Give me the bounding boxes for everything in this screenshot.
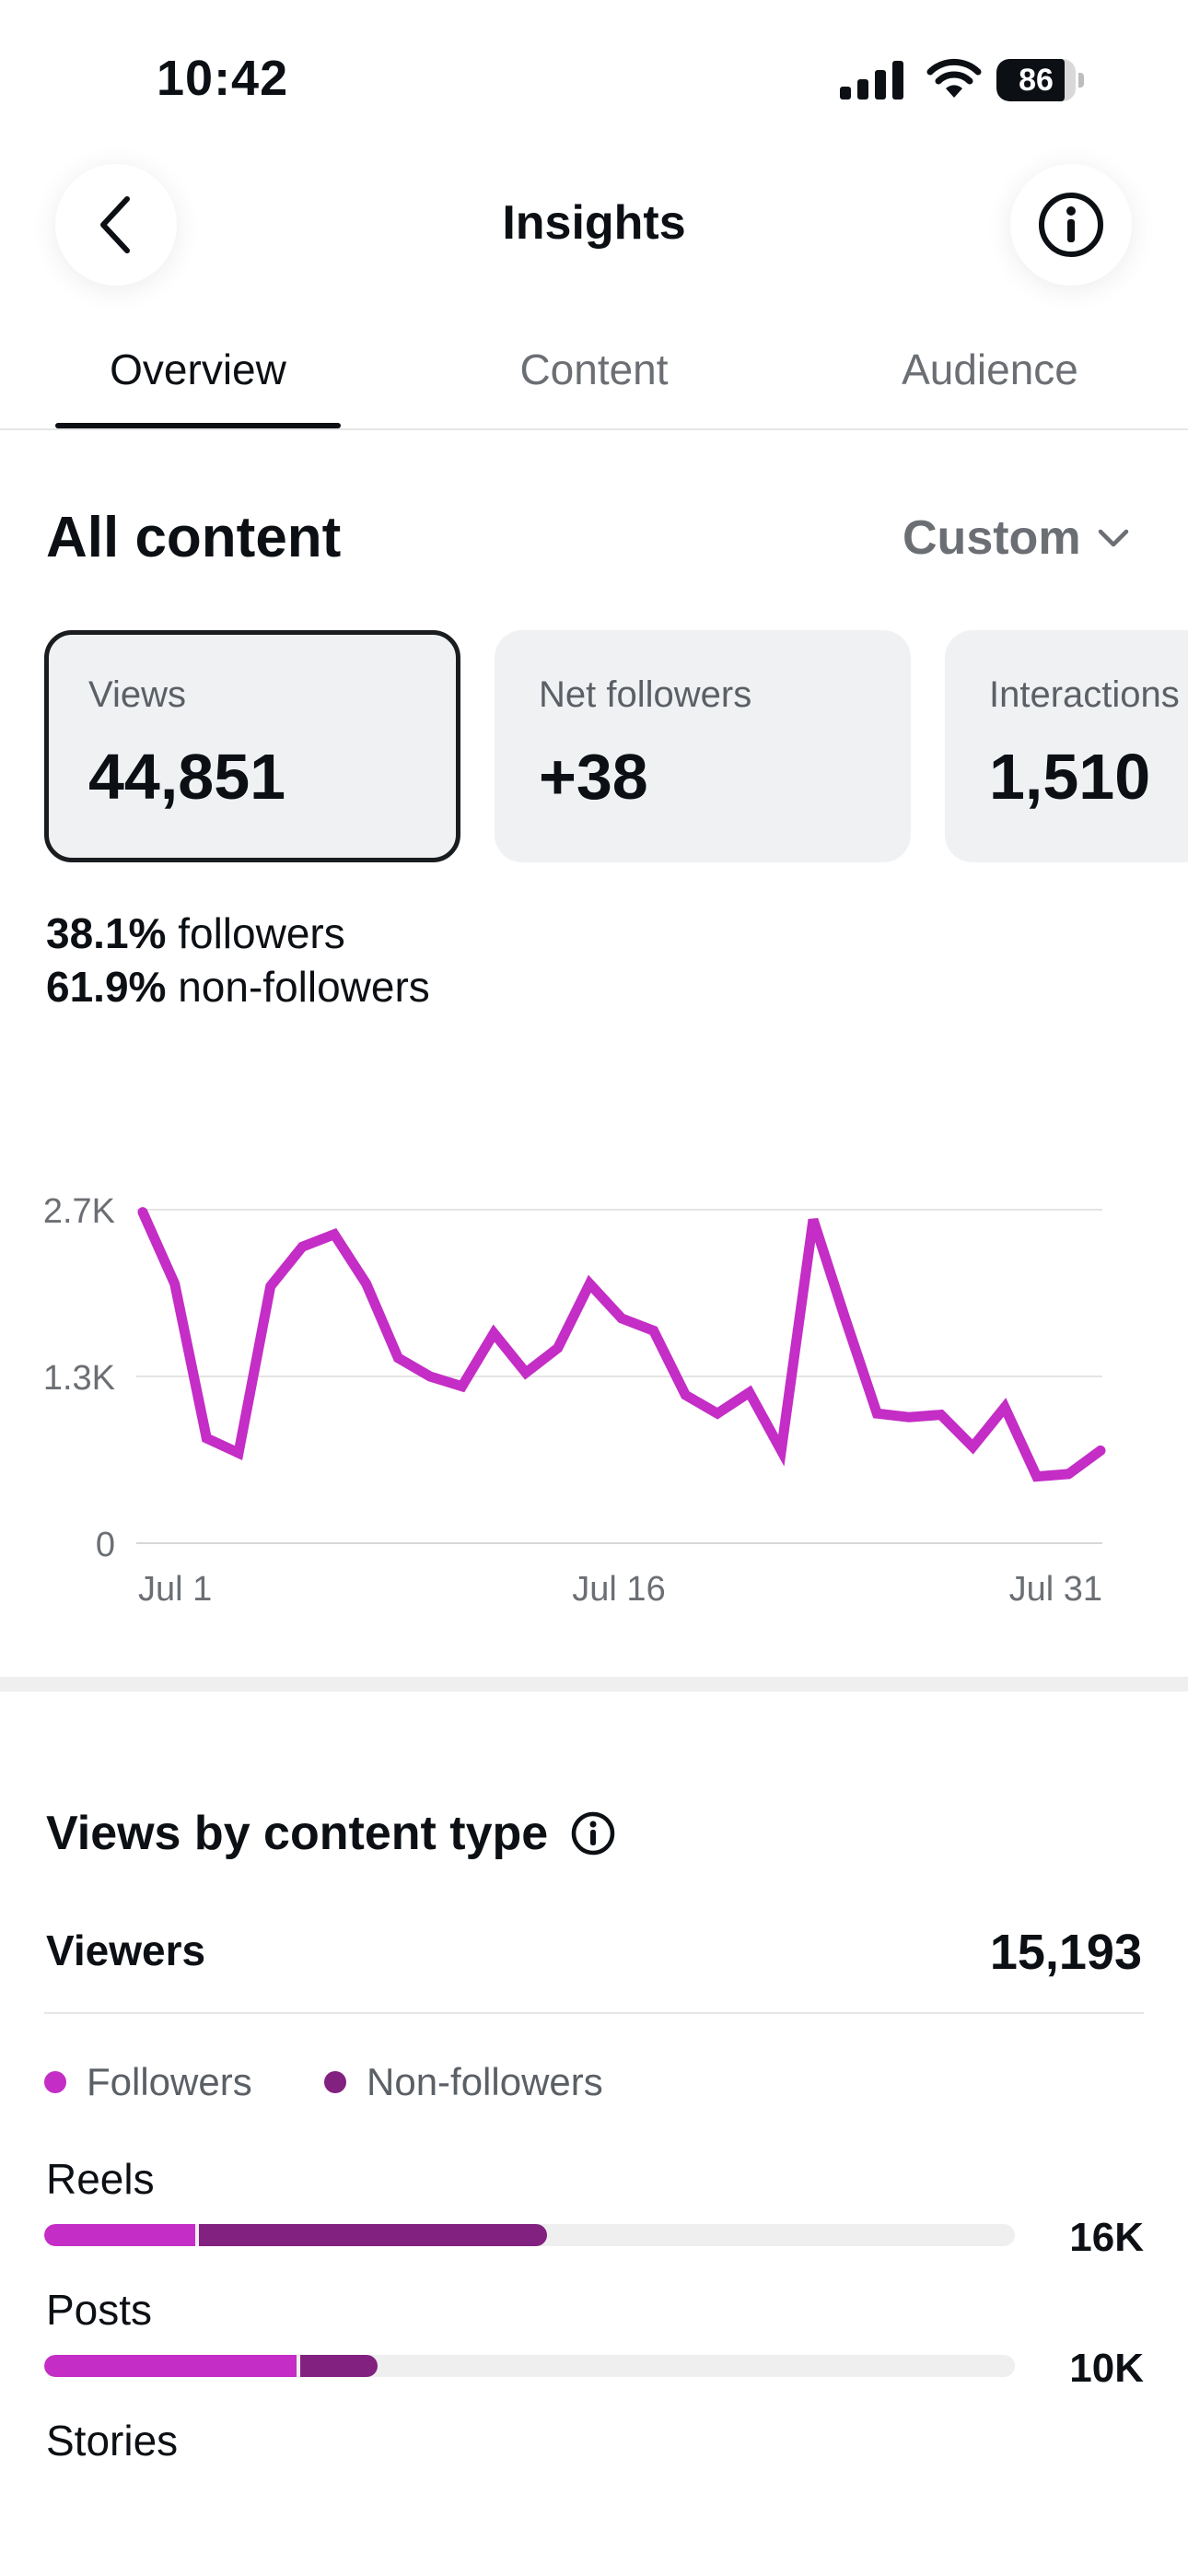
tab-content[interactable]: Content bbox=[519, 345, 669, 393]
info-icon bbox=[1039, 193, 1103, 257]
non-followers-label: non-followers bbox=[178, 963, 430, 1011]
date-range-dropdown[interactable]: Custom bbox=[903, 510, 1129, 566]
views-series-line bbox=[137, 1207, 1106, 1482]
views-by-content-type-header: Views by content type bbox=[46, 1806, 616, 1861]
wifi-icon bbox=[926, 58, 982, 98]
legend-followers: Followers bbox=[44, 2060, 252, 2104]
x-tick-label: Jul 16 bbox=[572, 1570, 665, 1609]
metric-value: +38 bbox=[539, 741, 648, 813]
y-tick-label: 1.3K bbox=[43, 1359, 115, 1398]
bar-non-followers-segment bbox=[300, 2355, 378, 2377]
content-type-value-reels: 16K bbox=[1069, 2215, 1144, 2260]
bar-followers-segment bbox=[44, 2355, 297, 2377]
battery-icon: 86 bbox=[996, 59, 1085, 101]
bar-followers-segment bbox=[44, 2224, 196, 2246]
chevron-left-icon bbox=[100, 196, 130, 253]
legend-dot bbox=[44, 2071, 66, 2093]
tabs-divider bbox=[0, 428, 1188, 430]
metric-label: Views bbox=[88, 674, 186, 715]
legend-non-followers: Non-followers bbox=[324, 2060, 603, 2104]
metric-card-views[interactable]: Views 44,851 bbox=[44, 630, 460, 862]
content-type-value-posts: 10K bbox=[1069, 2346, 1144, 2391]
tab-audience[interactable]: Audience bbox=[902, 345, 1078, 393]
non-followers-split: 61.9% non-followers bbox=[46, 962, 430, 1012]
y-tick-label: 2.7K bbox=[43, 1192, 115, 1231]
followers-label: followers bbox=[178, 909, 345, 957]
metric-label: Net followers bbox=[539, 674, 752, 715]
metric-card-net-followers[interactable]: Net followers +38 bbox=[495, 630, 911, 862]
page-title: Insights bbox=[502, 196, 686, 250]
content-type-label-posts: Posts bbox=[46, 2286, 153, 2334]
section-title: All content bbox=[46, 506, 342, 569]
viewers-value: 15,193 bbox=[989, 1925, 1142, 1980]
x-tick-label: Jul 1 bbox=[138, 1570, 212, 1609]
active-tab-indicator bbox=[55, 423, 341, 428]
bar-reels bbox=[44, 2224, 1015, 2246]
metric-card-interactions[interactable]: Interactions 1,510 bbox=[945, 630, 1188, 862]
bar-non-followers-segment bbox=[199, 2224, 547, 2246]
date-range-label: Custom bbox=[903, 511, 1081, 565]
metric-label: Interactions bbox=[989, 674, 1180, 715]
y-tick-label: 0 bbox=[96, 1526, 115, 1564]
legend-dot bbox=[324, 2071, 346, 2093]
legend-label: Non-followers bbox=[367, 2060, 603, 2103]
viewers-label: Viewers bbox=[46, 1926, 206, 1974]
chevron-down-icon bbox=[1098, 529, 1128, 547]
info-button[interactable] bbox=[1010, 164, 1132, 286]
bar-posts bbox=[44, 2355, 1015, 2377]
followers-pct: 38.1% bbox=[46, 909, 167, 957]
followers-split: 38.1% followers bbox=[46, 908, 345, 958]
views-line-chart: 2.7K 1.3K 0 Jul 1 Jul 16 Jul 31 bbox=[43, 1192, 1106, 1609]
tab-overview[interactable]: Overview bbox=[110, 345, 286, 393]
non-followers-pct: 61.9% bbox=[46, 963, 167, 1011]
metric-value: 1,510 bbox=[989, 741, 1151, 813]
status-time: 10:42 bbox=[157, 51, 289, 106]
section-separator bbox=[0, 1677, 1188, 1692]
views-by-content-type-title: Views by content type bbox=[46, 1807, 549, 1860]
content-type-label-reels: Reels bbox=[46, 2155, 155, 2203]
info-icon[interactable] bbox=[570, 1810, 616, 1856]
legend-label: Followers bbox=[87, 2060, 252, 2103]
cellular-signal-icon bbox=[840, 61, 903, 100]
divider bbox=[44, 2012, 1144, 2014]
battery-level: 86 bbox=[1019, 63, 1054, 98]
content-type-label-stories: Stories bbox=[46, 2417, 179, 2465]
x-tick-label: Jul 31 bbox=[1009, 1570, 1102, 1609]
metric-value: 44,851 bbox=[88, 741, 286, 813]
back-button[interactable] bbox=[55, 164, 177, 286]
